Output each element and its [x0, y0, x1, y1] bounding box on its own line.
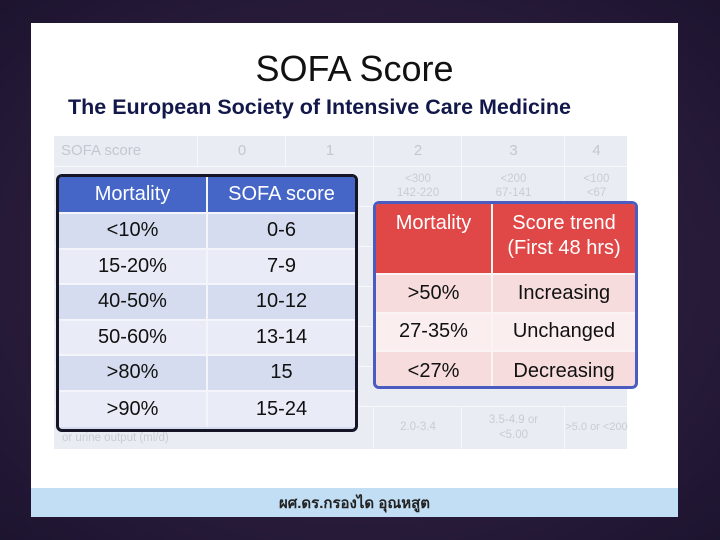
sofa-score-cell: 15 — [206, 356, 355, 390]
background-cell: <100 <67 — [564, 166, 628, 206]
mortality-cell: >90% — [106, 397, 159, 420]
table-row: >50% Increasing — [376, 275, 635, 314]
sofa-score-cell: 7-9 — [206, 249, 355, 283]
background-cell: >5.0 or <200 — [564, 406, 628, 449]
sofa-score-cell: 13-14 — [206, 320, 355, 354]
background-footer-label: or urine output (ml/d) — [62, 432, 169, 444]
table-row: >90% 15-24 — [59, 391, 355, 427]
column-header-mortality: Mortality — [395, 212, 472, 234]
mortality-cell: >50% — [407, 281, 460, 304]
column-header-mortality: Mortality — [94, 183, 171, 205]
table-row: <10% 0-6 — [59, 214, 355, 250]
background-header-cell: 4 — [564, 136, 628, 166]
score-trend-cell: Increasing — [491, 275, 635, 312]
mortality-cell: 15-20% — [98, 254, 167, 277]
background-header-cell: 1 — [285, 136, 374, 166]
table-row: 27-35% Unchanged — [376, 313, 635, 352]
table-row: >80% 15 — [59, 356, 355, 392]
background-cell: 3.5-4.9 or <5.00 — [461, 406, 565, 449]
mortality-cell: >80% — [106, 361, 159, 384]
background-cell: 2.0-3.4 — [373, 406, 462, 449]
sofa-score-cell: 0-6 — [206, 214, 355, 248]
mortality-table-header: Mortality SOFA score — [59, 177, 355, 214]
sofa-score-cell: 15-24 — [206, 391, 355, 427]
author-footer: ผศ.ดร.กรองได อุณหสูต — [31, 488, 678, 517]
slide-subtitle: The European Society of Intensive Care M… — [68, 95, 571, 119]
score-trend-cell: Unchanged — [491, 313, 635, 350]
background-header-cell: 3 — [461, 136, 565, 166]
sofa-score-cell: 10-12 — [206, 285, 355, 319]
mortality-cell: <27% — [407, 359, 460, 382]
mortality-cell: 50-60% — [98, 325, 167, 348]
trend-table-header: Mortality Score trend (First 48 hrs) — [376, 204, 635, 275]
background-header-cell: 0 — [197, 136, 286, 166]
column-header-sofa-score: SOFA score — [206, 177, 355, 212]
background-row: 2.0-3.4 3.5-4.9 or <5.00 >5.0 or <200 — [54, 406, 628, 449]
table-row: 50-60% 13-14 — [59, 320, 355, 356]
score-trend-cell: Decreasing — [491, 352, 635, 386]
slide: SOFA Score The European Society of Inten… — [31, 23, 678, 517]
background-cell: <200 67-141 — [461, 166, 565, 206]
score-trend-table: Mortality Score trend (First 48 hrs) >50… — [373, 201, 638, 389]
mortality-cell: 40-50% — [98, 290, 167, 313]
mortality-sofa-table: Mortality SOFA score <10% 0-6 15-20% 7-9… — [56, 174, 358, 432]
background-header-cell: 2 — [373, 136, 462, 166]
slide-title: SOFA Score — [255, 48, 454, 89]
table-row: <27% Decreasing — [376, 352, 635, 386]
background-header-row: SOFA score 0 1 2 3 4 — [54, 136, 627, 167]
mortality-cell: 27-35% — [399, 320, 468, 343]
column-header-score-trend: Score trend (First 48 hrs) — [491, 204, 635, 273]
mortality-cell: <10% — [106, 219, 159, 242]
table-row: 15-20% 7-9 — [59, 249, 355, 285]
background-header-cell: SOFA score — [61, 141, 142, 159]
table-row: 40-50% 10-12 — [59, 285, 355, 321]
background-cell: <300 142-220 — [373, 166, 462, 206]
